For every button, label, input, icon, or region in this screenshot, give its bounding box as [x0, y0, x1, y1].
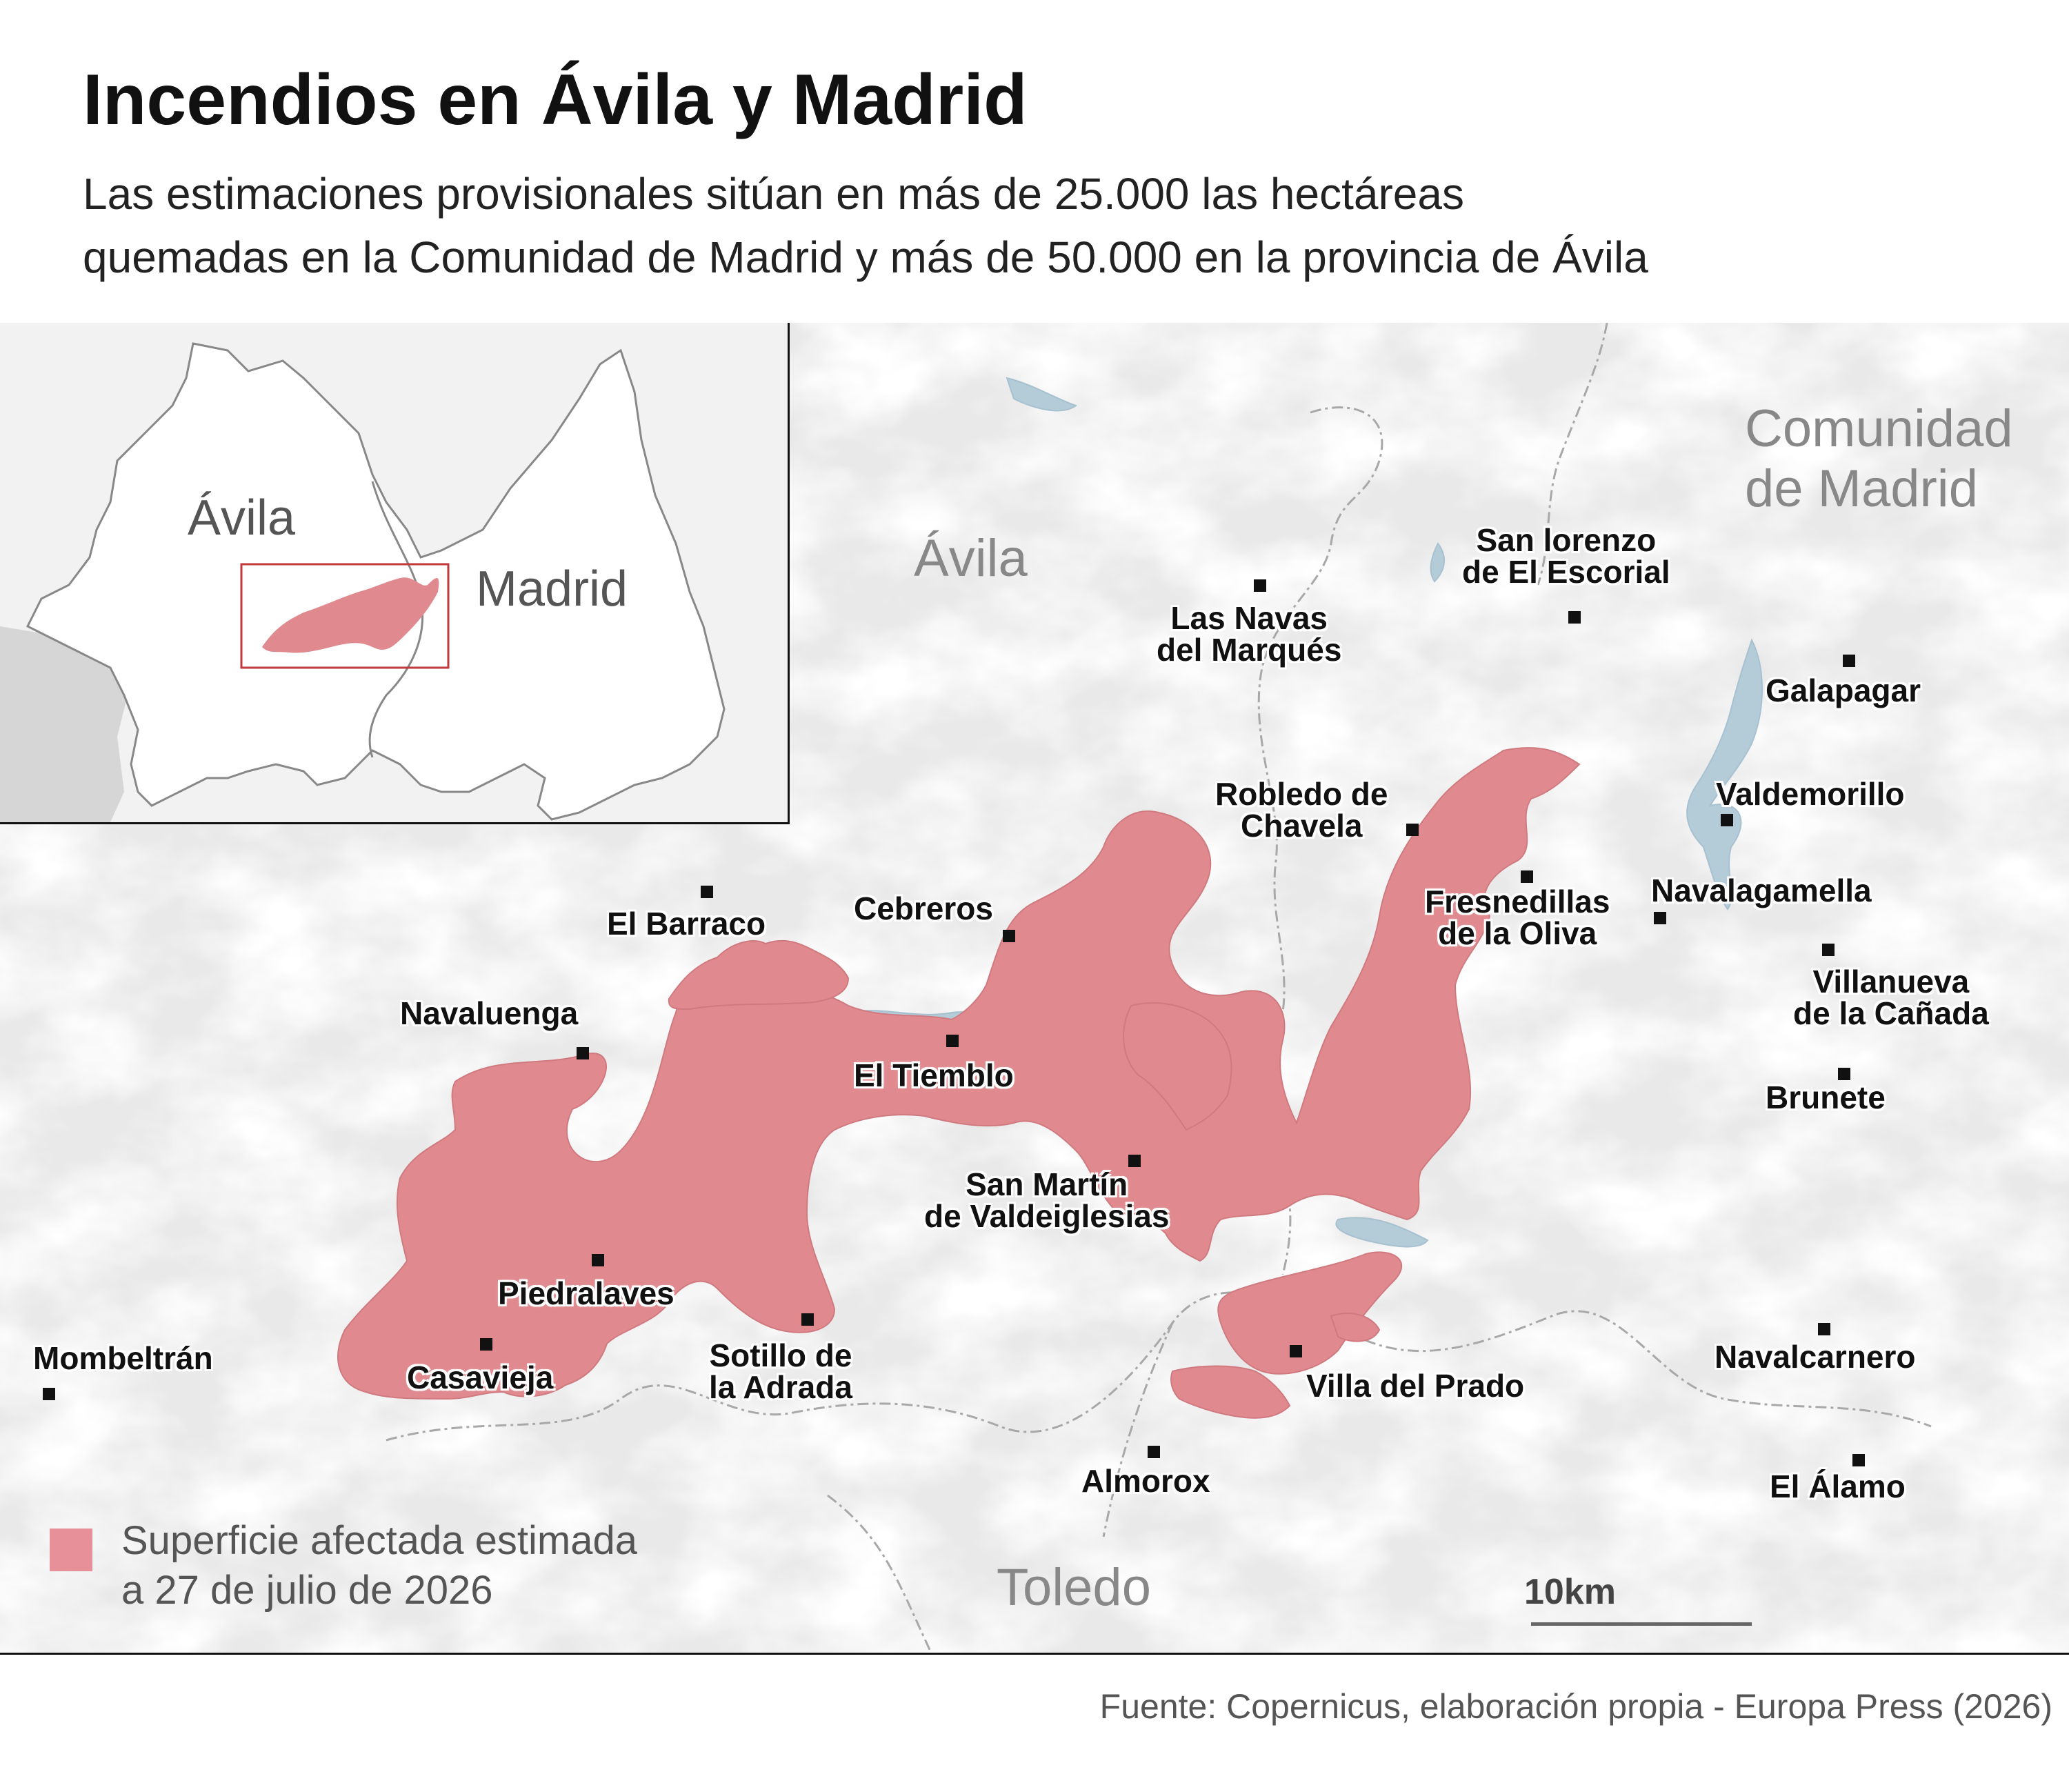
town-label-villanueva: Villanueva de la Cañada	[1793, 966, 1989, 1029]
town-label-piedralaves: Piedralaves	[498, 1275, 674, 1311]
source-credit: Fuente: Copernicus, elaboración propia -…	[1099, 1687, 2052, 1726]
inset-label-madrid: Madrid	[476, 561, 628, 617]
town-label-san-lorenzo: San lorenzo de El Escorial	[1462, 524, 1670, 588]
town-label-line: San Martín	[966, 1166, 1128, 1202]
border-madrid-north	[1537, 323, 1608, 586]
town-marker-navalcarnero	[1818, 1323, 1830, 1335]
town-label-cebreros: Cebreros	[854, 890, 993, 926]
town-label-line: de El Escorial	[1462, 554, 1670, 590]
town-label-valdemorillo: Valdemorillo	[1716, 776, 1905, 812]
inset-label-avila: Ávila	[188, 490, 296, 546]
town-label-el-tiemblo: El Tiemblo	[854, 1057, 1014, 1093]
town-marker-san-martin	[1128, 1155, 1141, 1167]
valmayor-reservoir	[1686, 638, 1763, 910]
region-label-madrid-line-2: de Madrid	[1745, 459, 1978, 519]
town-label-line: Sotillo de	[709, 1337, 852, 1373]
town-label-line: San lorenzo	[1476, 522, 1657, 558]
inset-map	[0, 342, 726, 822]
inset-neighbor-region	[0, 619, 131, 822]
subtitle-line-2: quemadas en la Comunidad de Madrid y más…	[83, 232, 1648, 282]
town-label-line: Fresnedillas	[1425, 884, 1610, 919]
town-label-navalcarnero: Navalcarnero	[1715, 1339, 1916, 1375]
escorial-reservoir	[1430, 542, 1446, 583]
town-label-brunete: Brunete	[1766, 1079, 1886, 1115]
town-marker-piedralaves	[592, 1254, 604, 1266]
fire-north-barraco	[668, 939, 850, 1011]
town-marker-el-alamo	[1852, 1454, 1865, 1466]
town-marker-san-lorenzo	[1568, 611, 1581, 624]
town-label-line: Villanueva	[1812, 964, 1970, 999]
map-subtitle: Las estimaciones provisionales sitúan en…	[83, 162, 2014, 289]
scale-bar	[1531, 1622, 1752, 1626]
town-marker-mombeltran	[43, 1388, 55, 1400]
subtitle-line-1: Las estimaciones provisionales sitúan en…	[83, 169, 1464, 219]
town-label-line: Robledo de	[1215, 776, 1388, 812]
town-label-mombeltran: Mombeltrán	[33, 1340, 213, 1376]
town-label-line: Las Navas	[1170, 600, 1328, 636]
town-marker-las-navas	[1254, 579, 1266, 592]
region-label-madrid: Comunidad de Madrid	[1745, 399, 2013, 519]
town-marker-el-barraco	[701, 886, 713, 898]
legend-swatch	[50, 1529, 92, 1571]
town-marker-sotillo	[801, 1313, 814, 1326]
town-label-san-martin: San Martín de Valdeiglesias	[924, 1168, 1169, 1232]
map-area: Ávila Madrid Ávila Comunidad de Madrid T…	[0, 323, 2069, 1653]
north-reservoir	[1006, 377, 1078, 412]
map-title: Incendios en Ávila y Madrid	[83, 60, 1028, 140]
town-marker-galapagar	[1843, 655, 1855, 667]
legend-line-2: a 27 de julio de 2026	[121, 1568, 493, 1613]
town-marker-navaluenga	[577, 1047, 589, 1059]
town-label-sotillo: Sotillo de la Adrada	[709, 1340, 852, 1403]
picadas-reservoir	[1335, 1217, 1429, 1248]
town-label-el-barraco: El Barraco	[607, 906, 766, 942]
town-label-el-alamo: El Álamo	[1770, 1469, 1906, 1504]
town-label-fresnedillas: Fresnedillas de la Oliva	[1425, 886, 1610, 949]
region-label-toledo: Toledo	[997, 1558, 1151, 1617]
town-marker-almorox	[1148, 1446, 1160, 1458]
town-label-line: de la Oliva	[1438, 915, 1597, 951]
legend-line-1: Superficie afectada estimada	[121, 1518, 637, 1563]
town-marker-casavieja	[480, 1338, 492, 1351]
town-marker-fresnedillas	[1521, 870, 1533, 883]
town-marker-robledo	[1406, 824, 1419, 836]
legend-text: Superficie afectada estimada a 27 de jul…	[121, 1516, 811, 1615]
inset-burned-area	[262, 577, 439, 653]
town-label-line: del Marqués	[1157, 632, 1342, 668]
town-label-line: de la Cañada	[1793, 995, 1989, 1031]
town-label-casavieja: Casavieja	[407, 1360, 554, 1395]
fire-almorox	[1170, 1365, 1291, 1419]
main-fire-perimeter	[337, 747, 1581, 1400]
footer-divider	[0, 1653, 2069, 1655]
town-marker-valdemorillo	[1721, 814, 1733, 826]
fire-fragment-east	[1123, 1002, 1232, 1131]
inset-provinces	[26, 342, 726, 821]
border-toledo-mid	[1102, 1322, 1174, 1537]
region-label-madrid-line-1: Comunidad	[1745, 399, 2013, 458]
fire-small-fragment	[1330, 1313, 1381, 1342]
town-marker-el-tiemblo	[946, 1035, 959, 1047]
inset-focus-rectangle	[240, 563, 450, 669]
town-label-las-navas: Las Navas del Marqués	[1157, 602, 1341, 666]
town-label-line: de Valdeiglesias	[924, 1198, 1170, 1234]
region-label-avila: Ávila	[914, 529, 1028, 588]
town-label-villa-del-prado: Villa del Prado	[1306, 1368, 1525, 1404]
town-label-line: Chavela	[1241, 808, 1363, 844]
inset-border-avila-madrid	[368, 481, 424, 758]
locator-inset: Ávila Madrid	[0, 323, 790, 824]
burned-areas	[337, 747, 1581, 1419]
town-label-navalagamella: Navalagamella	[1651, 873, 1872, 908]
town-marker-villanueva	[1822, 944, 1835, 956]
town-label-navaluenga: Navaluenga	[400, 995, 579, 1031]
town-marker-villa-del-prado	[1290, 1345, 1302, 1357]
border-toledo-south	[827, 1494, 932, 1653]
scale-label: 10km	[1524, 1572, 1616, 1612]
town-label-robledo: Robledo de Chavela	[1215, 778, 1388, 842]
town-marker-brunete	[1838, 1068, 1850, 1080]
town-label-almorox: Almorox	[1081, 1463, 1210, 1499]
town-marker-cebreros	[1003, 930, 1015, 942]
town-label-line: la Adrada	[709, 1369, 852, 1405]
town-marker-navalagamella	[1654, 912, 1666, 924]
town-label-galapagar: Galapagar	[1766, 673, 1921, 708]
